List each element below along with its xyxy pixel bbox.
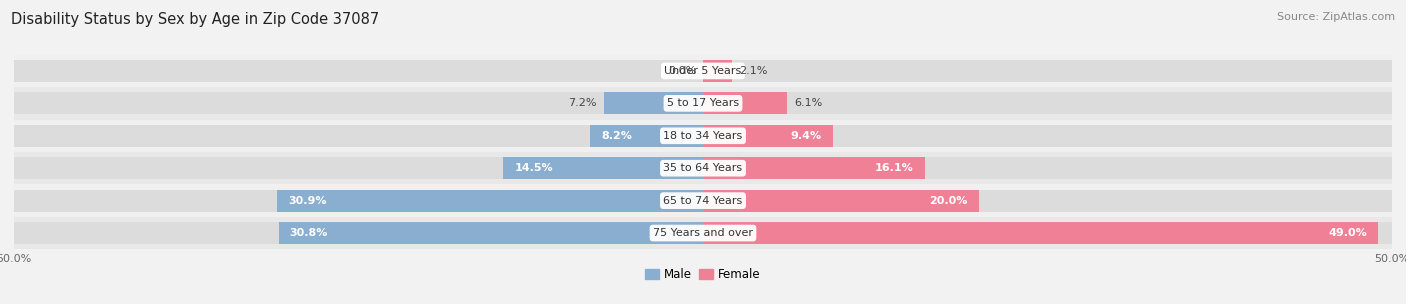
Bar [703,157,925,179]
Text: 9.4%: 9.4% [790,131,821,141]
Bar [703,60,733,82]
Bar [277,190,703,212]
Bar [14,152,1392,185]
Bar [14,55,1392,87]
Bar [591,125,703,147]
Text: 49.0%: 49.0% [1329,228,1367,238]
Bar [14,87,1392,119]
Bar [703,222,1378,244]
Text: Under 5 Years: Under 5 Years [665,66,741,76]
Bar [14,125,1392,147]
Text: 5 to 17 Years: 5 to 17 Years [666,98,740,108]
Bar [603,92,703,114]
Legend: Male, Female: Male, Female [641,264,765,286]
Text: Disability Status by Sex by Age in Zip Code 37087: Disability Status by Sex by Age in Zip C… [11,12,380,27]
Bar [703,125,832,147]
Text: 0.0%: 0.0% [668,66,696,76]
Text: 20.0%: 20.0% [929,196,967,206]
Bar [14,217,1392,249]
Text: 8.2%: 8.2% [600,131,631,141]
Text: 7.2%: 7.2% [568,98,598,108]
Text: Source: ZipAtlas.com: Source: ZipAtlas.com [1277,12,1395,22]
Text: 16.1%: 16.1% [875,163,914,173]
Bar [14,222,1392,244]
Bar [14,157,1392,179]
Bar [14,190,1392,212]
Text: 30.9%: 30.9% [288,196,326,206]
Bar [703,190,979,212]
Bar [703,92,787,114]
Text: 75 Years and over: 75 Years and over [652,228,754,238]
Text: 6.1%: 6.1% [794,98,823,108]
Text: 2.1%: 2.1% [738,66,768,76]
Bar [14,92,1392,114]
Text: 65 to 74 Years: 65 to 74 Years [664,196,742,206]
Bar [278,222,703,244]
Text: 30.8%: 30.8% [290,228,328,238]
Text: 18 to 34 Years: 18 to 34 Years [664,131,742,141]
Bar [14,185,1392,217]
Text: 35 to 64 Years: 35 to 64 Years [664,163,742,173]
Text: 14.5%: 14.5% [515,163,553,173]
Bar [503,157,703,179]
Bar [14,60,1392,82]
Bar [14,119,1392,152]
